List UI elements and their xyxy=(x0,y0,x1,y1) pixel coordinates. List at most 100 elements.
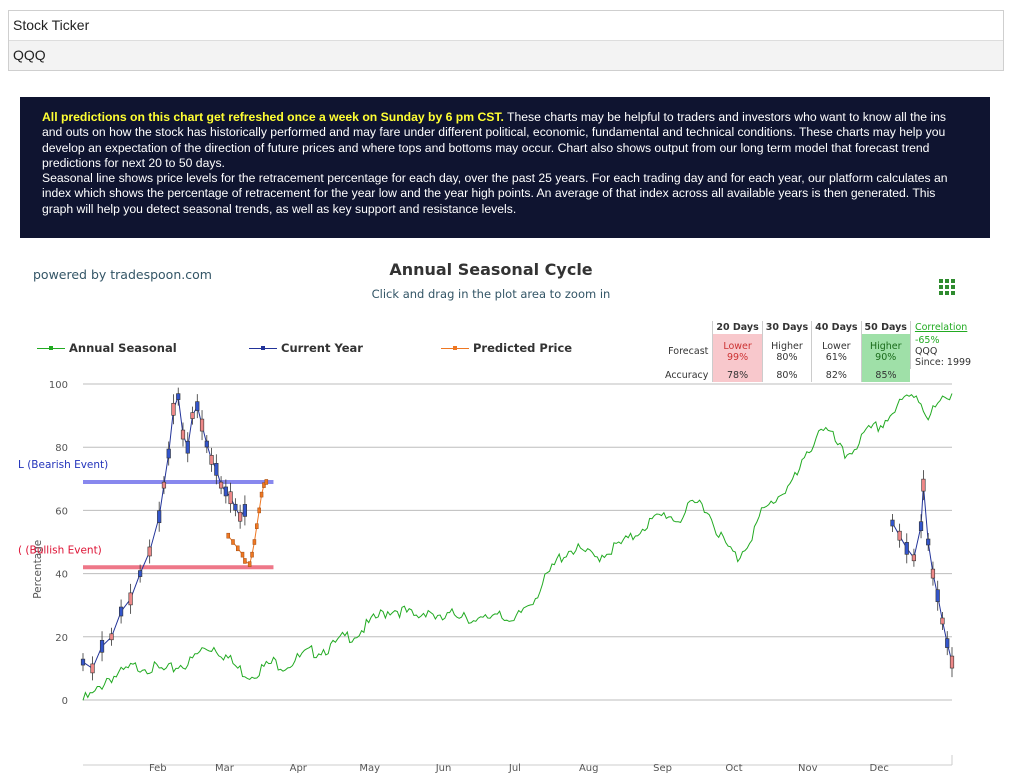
accuracy-20: 78% xyxy=(712,369,763,382)
candle-body xyxy=(138,570,143,577)
forecast-30: Higher 80% xyxy=(761,334,812,369)
plot-line-label: L (Bearish Event) xyxy=(18,459,108,471)
candle-body xyxy=(171,402,176,416)
candle-body xyxy=(128,592,133,606)
candle-body xyxy=(935,589,940,603)
legend-marker xyxy=(37,346,65,350)
legend-predicted-price[interactable]: Predicted Price xyxy=(441,341,572,355)
candle-body xyxy=(930,568,936,579)
accuracy-label: Accuracy xyxy=(665,370,709,381)
legend-annual-seasonal[interactable]: Annual Seasonal xyxy=(37,341,177,355)
candle-body xyxy=(180,429,186,440)
candle-body xyxy=(209,455,214,465)
x-tick-label: Apr xyxy=(290,763,308,774)
x-tick-label: Feb xyxy=(149,763,167,774)
y-tick-label: 80 xyxy=(55,443,68,454)
candle-body xyxy=(199,418,205,432)
y-tick-label: 40 xyxy=(55,570,68,581)
ticker-label: Stock Ticker xyxy=(9,11,1003,41)
candle-body xyxy=(242,504,247,517)
candle-body xyxy=(195,401,200,411)
forecast-table: 20 Days 30 Days 40 Days 50 Days Correlat… xyxy=(662,321,975,382)
info-panel: All predictions on this chart get refres… xyxy=(20,97,990,238)
header-50-days: 50 Days xyxy=(860,321,911,334)
candle-body xyxy=(926,538,931,546)
grid-menu-icon[interactable] xyxy=(939,279,955,295)
candle-body xyxy=(161,481,167,489)
predicted-marker xyxy=(243,558,247,564)
candle-body xyxy=(949,655,955,669)
y-axis-title: Percentage xyxy=(32,540,44,599)
forecast-label: Forecast xyxy=(668,346,709,357)
candle-body xyxy=(147,546,152,557)
predicted-marker xyxy=(226,532,230,539)
candle-body xyxy=(897,530,902,541)
predicted-marker xyxy=(240,551,245,558)
candle-body xyxy=(176,393,181,400)
predicted-marker xyxy=(250,551,254,558)
legend-marker xyxy=(441,346,469,350)
predicted-marker xyxy=(236,545,240,552)
candle-body xyxy=(166,448,171,459)
chart-subtitle: Click and drag in the plot area to zoom … xyxy=(371,287,611,301)
header-30-days: 30 Days xyxy=(761,321,812,334)
candle-body xyxy=(109,633,114,641)
correlation-info: -65% QQQ Since: 1999 xyxy=(909,334,975,369)
candle-body xyxy=(190,412,195,419)
seasonal-chart[interactable]: 0 20 40 60 80 100 Percentage Feb Mar Apr May Jun Jul… xyxy=(0,370,1011,779)
x-tick-label: Jul xyxy=(508,763,521,774)
y-tick-label: 100 xyxy=(49,380,68,391)
table-corner xyxy=(662,321,713,334)
candle-body xyxy=(918,521,924,531)
chart-title: Annual Seasonal Cycle xyxy=(389,260,593,279)
x-tick-label: Aug xyxy=(579,763,599,774)
y-tick-label: 60 xyxy=(55,506,68,517)
x-tick-label: Sep xyxy=(653,763,672,774)
predicted-marker xyxy=(247,561,252,567)
candle-body xyxy=(223,486,228,497)
forecast-40: Lower 61% xyxy=(811,334,862,369)
info-text-2: Seasonal line shows price levels for the… xyxy=(42,171,948,216)
plot-line-label: ( (Bullish Event) xyxy=(18,544,102,556)
candle-body xyxy=(90,663,95,674)
candle-body xyxy=(238,511,243,522)
x-tick-label: Jun xyxy=(435,763,452,774)
predicted-marker xyxy=(252,539,257,545)
candle-body xyxy=(214,463,219,476)
candle-body xyxy=(228,491,233,505)
legend-label: Predicted Price xyxy=(473,341,573,355)
series-current-year xyxy=(82,396,246,670)
candle-body xyxy=(80,658,86,666)
candle-body xyxy=(157,510,162,524)
powered-by[interactable]: powered by tradespoon.com xyxy=(33,267,212,282)
candle-body xyxy=(940,617,945,625)
y-tick-label: 0 xyxy=(62,696,68,707)
series-annual-seasonal xyxy=(82,393,953,701)
x-tick-label: Oct xyxy=(725,763,742,774)
forecast-50: Higher 90% xyxy=(860,334,911,369)
candle-body xyxy=(99,639,105,653)
accuracy-40: 82% xyxy=(811,369,862,382)
candle-body xyxy=(945,638,950,648)
predicted-marker xyxy=(259,491,264,498)
candle-body xyxy=(204,440,209,448)
predicted-marker xyxy=(257,507,261,514)
forecast-20: Lower 99% xyxy=(712,334,763,369)
legend-label: Annual Seasonal xyxy=(69,341,177,355)
x-tick-label: Nov xyxy=(798,763,818,774)
candle-body xyxy=(218,481,224,489)
header-20-days: 20 Days xyxy=(712,321,763,334)
candle-body xyxy=(921,478,926,492)
header-40-days: 40 Days xyxy=(811,321,862,334)
info-text-1: These charts may be helpful to traders a… xyxy=(42,110,947,170)
legend-current-year[interactable]: Current Year xyxy=(249,341,363,355)
legend-marker xyxy=(249,346,277,350)
correlation-link[interactable]: Correlation xyxy=(909,321,975,334)
accuracy-30: 80% xyxy=(761,369,812,382)
accuracy-50: 85% xyxy=(860,369,911,382)
candle-body xyxy=(911,554,917,562)
ticker-input[interactable]: QQQ xyxy=(9,41,1003,70)
candle-body xyxy=(185,440,190,454)
x-tick-label: May xyxy=(359,763,380,774)
y-tick-label: 20 xyxy=(55,633,68,644)
